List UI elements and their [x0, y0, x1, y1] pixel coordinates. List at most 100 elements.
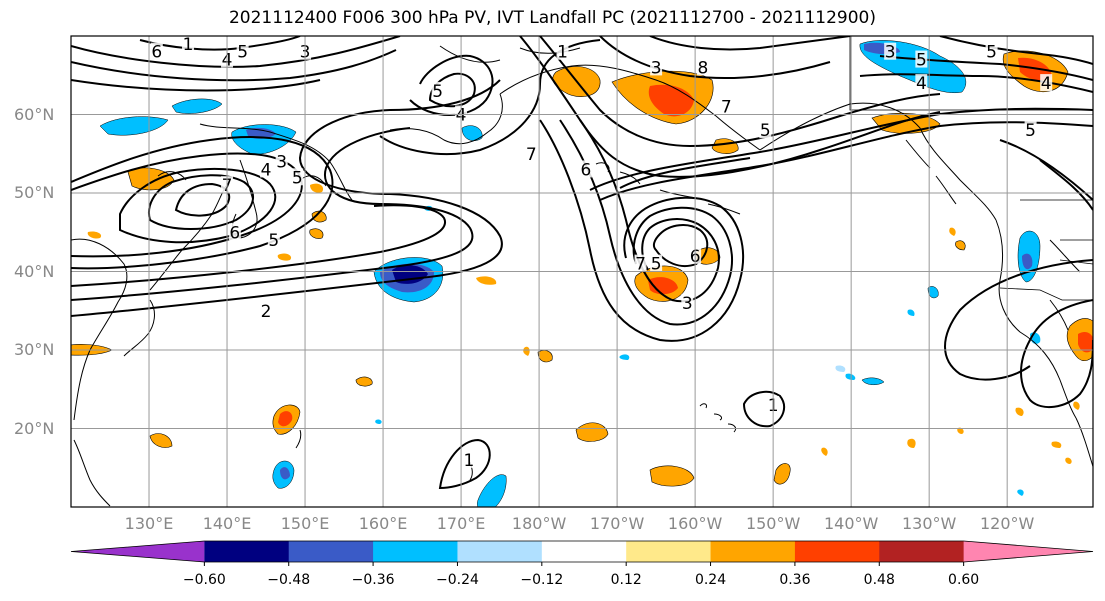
contour-label: 5	[916, 51, 927, 71]
longitude-label: 140°E	[202, 514, 252, 533]
colorbar-segment	[879, 541, 965, 562]
colorbar-segment	[626, 541, 712, 562]
contour-label-bg	[267, 231, 280, 249]
longitude-label: 120°W	[979, 514, 1035, 533]
longitude-label: 180°W	[511, 514, 567, 533]
contour-label: 5	[292, 168, 303, 188]
contour-label: 4	[916, 74, 927, 94]
contour-label: 7	[526, 145, 537, 165]
contour-label: 3	[276, 153, 287, 173]
colorbar	[70, 540, 1094, 566]
colorbar-tick-label: 0.60	[948, 572, 980, 588]
colorbar-segment	[373, 541, 458, 562]
contour-label-bg	[556, 42, 569, 60]
contour-label: 5	[432, 82, 443, 102]
contour-label-bg	[884, 42, 897, 60]
contour-label: 8	[698, 58, 709, 78]
contour-label: 5	[268, 231, 279, 251]
contour-label-bg	[681, 293, 694, 311]
contour-label: 3	[885, 43, 896, 63]
coastlines	[71, 45, 1093, 507]
longitude-label: 160°W	[667, 514, 723, 533]
colorbar-segment	[288, 541, 374, 562]
contour-label-bg	[431, 81, 444, 99]
contour-label-bg	[650, 254, 663, 272]
contour-label-bg	[462, 450, 475, 468]
contour-label: 4	[1041, 74, 1052, 94]
contour-label: 4	[261, 160, 272, 180]
contour-label-bg	[275, 152, 288, 170]
contour-label: 7	[635, 255, 646, 275]
longitude-label: 170°W	[589, 514, 645, 533]
ivt-shading	[71, 40, 1093, 507]
contour-label: 6	[151, 43, 162, 63]
contour-label: 5	[237, 43, 248, 63]
longitude-label: 150°W	[745, 514, 801, 533]
latitude-label: 40°N	[14, 261, 55, 281]
contour-label: 1	[557, 43, 568, 63]
longitude-label: 140°W	[823, 514, 879, 533]
longitude-label: 160°E	[358, 514, 408, 533]
contour-label: 5	[1025, 121, 1036, 141]
longitude-label: 170°E	[436, 514, 486, 533]
contour-label-bg	[696, 58, 709, 76]
latitude-label: 50°N	[14, 183, 55, 202]
longitude-label: 130°W	[901, 514, 957, 533]
map-frame	[70, 35, 1094, 508]
pv-contours	[71, 36, 1093, 490]
longitude-label: 150°E	[280, 514, 330, 533]
colorbar-tick-label: 0.48	[863, 572, 895, 588]
colorbar-segment	[457, 541, 543, 562]
colorbar-segment	[541, 541, 627, 562]
contour-label-bg	[228, 223, 241, 241]
contour-label-bg	[650, 58, 663, 76]
colorbar-segment	[204, 541, 290, 562]
latitude-label: 20°N	[14, 418, 55, 438]
graticule	[71, 36, 1093, 507]
contour-label-bg	[260, 301, 273, 319]
colorbar-tick-label: −0.48	[267, 572, 311, 588]
contour-label-bg	[260, 160, 273, 178]
colorbar-tick-label: 0.24	[694, 572, 727, 588]
contour-label: 1	[463, 451, 474, 471]
colorbar-extend-high	[963, 541, 1093, 562]
contour-label-bg	[579, 160, 592, 178]
contour-label: 1	[183, 35, 194, 55]
contour-label: 2	[261, 302, 272, 322]
contour-label-bg	[915, 74, 928, 92]
latitude-label: 60°N	[14, 104, 55, 124]
contour-label: 6	[229, 223, 240, 243]
colorbar-segment	[794, 541, 880, 562]
contour-label: 3	[682, 294, 693, 314]
contour-label-bg	[1024, 121, 1037, 139]
map-title: 2021112400 F006 300 hPa PV, IVT Landfall…	[228, 8, 876, 28]
contour-label-bg	[525, 144, 538, 162]
contour-label: 5	[760, 121, 771, 141]
colorbar-tick-label: −0.12	[520, 572, 564, 588]
contour-label: 5	[651, 255, 662, 275]
colorbar-tick-label: −0.60	[182, 572, 226, 588]
contour-label: 5	[986, 43, 997, 63]
contour-label-bg	[291, 168, 304, 186]
contour-label-bg	[634, 254, 647, 272]
contour-label: 3	[651, 58, 662, 78]
colorbar-tick-label: 0.36	[779, 572, 811, 588]
colorbar-tick-label: −0.24	[436, 572, 479, 588]
colorbar-segment	[710, 541, 796, 562]
contour-label: 6	[580, 160, 591, 180]
contour-label-bg	[1040, 74, 1053, 92]
contour-label-bg	[182, 36, 195, 52]
colorbar-tick-label: 0.12	[610, 572, 642, 588]
latitude-label: 30°N	[14, 340, 55, 359]
contour-label-bg	[236, 42, 249, 60]
contour-label-bg	[720, 97, 733, 115]
contour-label-bg	[915, 50, 928, 68]
contour-label-bg	[150, 42, 163, 60]
colorbar-tick-label: −0.36	[351, 572, 395, 588]
longitude-label: 130°E	[124, 514, 174, 533]
contour-label-bg	[759, 121, 772, 139]
contour-label-bg	[985, 42, 998, 60]
colorbar-extend-low	[71, 541, 205, 562]
